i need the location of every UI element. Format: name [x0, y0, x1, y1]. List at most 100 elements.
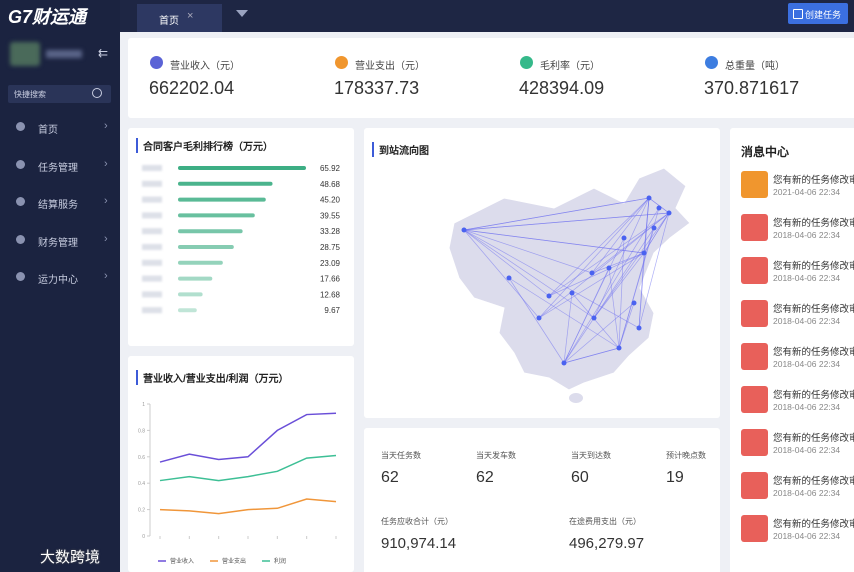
- kpi-label: 营业支出（元）: [355, 61, 425, 72]
- station: [641, 250, 647, 256]
- station: [616, 345, 622, 351]
- message-icon: [741, 300, 768, 327]
- flow-line: [591, 197, 650, 274]
- kpi-label: 毛利率（元）: [540, 61, 600, 72]
- message-text[interactable]: 您有新的任务修改审: [773, 519, 854, 530]
- message-text[interactable]: 您有新的任务修改审: [773, 304, 854, 315]
- name-placeholder: [142, 275, 162, 282]
- message-text[interactable]: 您有新的任务修改审: [773, 218, 854, 229]
- menu-item[interactable]: 运力中心: [38, 275, 78, 286]
- message-icon: [741, 429, 768, 456]
- menu-item[interactable]: 财务管理: [38, 237, 78, 249]
- flow-line: [563, 207, 660, 364]
- flow-line: [463, 229, 540, 319]
- name-placeholder: [142, 196, 162, 203]
- bar: [178, 292, 203, 297]
- legend-label: 利润: [274, 557, 286, 565]
- flow-line: [571, 292, 620, 349]
- message-icon: [741, 171, 768, 198]
- kpi-icon: [520, 56, 533, 69]
- message-icon: [741, 257, 768, 284]
- message-icon: [741, 214, 768, 241]
- line: [159, 498, 337, 515]
- collapse-icon[interactable]: ⇇: [98, 46, 109, 60]
- bar: [178, 213, 255, 218]
- message-text[interactable]: 您有新的任务修改审: [773, 390, 854, 401]
- station: [606, 265, 612, 271]
- bar: [178, 166, 306, 170]
- bar: [178, 308, 197, 313]
- flow-line: [643, 212, 670, 254]
- message-text[interactable]: 您有新的任务修改审: [773, 476, 854, 487]
- flow-line: [463, 212, 670, 231]
- value-label: 28.75: [320, 243, 341, 252]
- kpi-value: 178337.73: [334, 78, 420, 98]
- kpi-card: [128, 38, 854, 118]
- stat-value: 62: [476, 469, 494, 486]
- line-card: 营业收入/营业支出/利润（万元）: [128, 356, 354, 572]
- stat-label: 任务应收合计（元）: [381, 517, 453, 526]
- menu-item[interactable]: 结算服务: [38, 200, 78, 211]
- flow-line: [618, 227, 655, 349]
- legend-label: 营业收入: [170, 557, 194, 565]
- kpi-icon: [705, 56, 718, 69]
- line-title: 营业收入/营业支出/利润（万元）: [136, 370, 289, 385]
- kpi-value: 662202.04: [149, 78, 235, 98]
- line: [159, 412, 337, 463]
- bar: [178, 260, 223, 265]
- stat-label: 当天发车数: [476, 451, 516, 460]
- menu-arrow: ›: [104, 195, 108, 207]
- avatar: [10, 42, 40, 66]
- value-label: 48.68: [320, 180, 341, 189]
- value-label: 65.92: [320, 164, 341, 173]
- station: [546, 293, 552, 299]
- bar: [178, 181, 273, 186]
- y-tick-label: 0.2: [138, 508, 145, 514]
- message-time: 2018-04-06 22:34: [773, 316, 841, 326]
- name-placeholder: [142, 291, 162, 298]
- message-icon: [741, 472, 768, 499]
- message-text[interactable]: 您有新的任务修改审: [773, 347, 854, 358]
- flow-line: [463, 229, 593, 274]
- menu-arrow: ›: [104, 120, 108, 132]
- kpi-label: 营业收入（元）: [170, 61, 240, 72]
- watermark: 大数跨境: [40, 549, 101, 566]
- flow-line: [563, 347, 620, 364]
- station: [589, 270, 595, 276]
- value-label: 23.09: [320, 259, 341, 268]
- message-text[interactable]: 您有新的任务修改审: [773, 261, 854, 272]
- message-text[interactable]: 您有新的任务修改审: [773, 433, 854, 444]
- menu-item[interactable]: 任务管理: [38, 162, 78, 174]
- message-time: 2018-04-06 22:34: [773, 402, 841, 412]
- tab-close[interactable]: ×: [187, 10, 194, 22]
- search-box[interactable]: 快捷搜索: [8, 85, 111, 103]
- message-icon: [741, 343, 768, 370]
- flow-line: [548, 212, 670, 297]
- flow-line: [508, 277, 620, 349]
- flow-line: [643, 197, 650, 254]
- flow-line: [563, 227, 655, 364]
- message-icon: [741, 386, 768, 413]
- message-text[interactable]: 您有新的任务修改审: [773, 175, 854, 186]
- flow-line: [591, 252, 645, 274]
- create-button[interactable]: 创建任务: [788, 3, 848, 24]
- station: [631, 300, 637, 306]
- station: [656, 205, 662, 211]
- station: [561, 360, 567, 366]
- menu-item[interactable]: 首页: [38, 125, 58, 136]
- station: [569, 290, 575, 296]
- station: [506, 275, 512, 281]
- station: [636, 325, 642, 331]
- value-label: 12.68: [320, 290, 341, 299]
- messages-title: 消息中心: [741, 145, 790, 159]
- value-label: 33.28: [320, 227, 341, 236]
- tab[interactable]: 首页 ×: [137, 4, 222, 32]
- flow-line: [563, 302, 635, 364]
- station: [461, 227, 467, 233]
- flow-line: [463, 229, 550, 297]
- stat-label: 在途费用支出（元）: [569, 517, 641, 526]
- tab-dropdown[interactable]: [236, 10, 248, 23]
- message-time: 2018-04-06 22:34: [773, 445, 841, 455]
